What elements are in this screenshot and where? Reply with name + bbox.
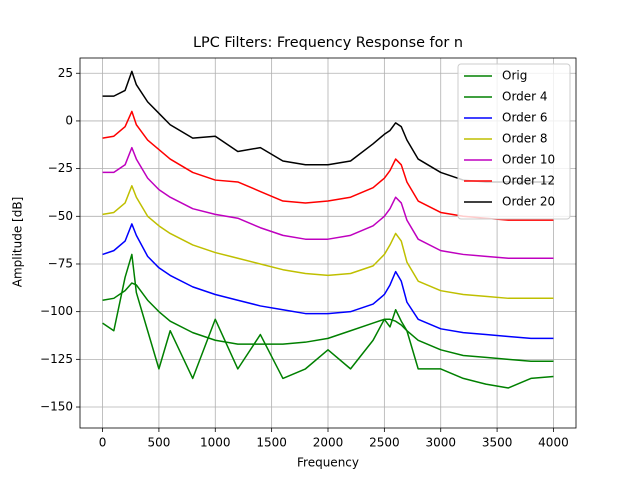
x-tick-label: 2000 xyxy=(313,436,344,450)
series-line xyxy=(102,110,554,221)
y-tick-label: 0 xyxy=(65,113,73,127)
x-tick-label: 500 xyxy=(147,436,170,450)
legend-label: Order 10 xyxy=(502,153,555,167)
x-tick-label: 4000 xyxy=(538,436,569,450)
legend-label: Order 6 xyxy=(502,111,548,125)
series-line xyxy=(102,146,554,260)
x-tick-label: 0 xyxy=(99,436,107,450)
y-tick-label: −150 xyxy=(40,400,73,414)
y-tick-label: −25 xyxy=(48,161,73,175)
y-tick-label: −125 xyxy=(40,352,73,366)
x-tick-label: 1000 xyxy=(200,436,231,450)
x-axis-label: Frequency xyxy=(297,456,359,470)
legend-label: Order 4 xyxy=(502,90,548,104)
series-line xyxy=(102,223,554,340)
legend-label: Orig xyxy=(502,69,527,83)
y-axis-label: Amplitude [dB] xyxy=(11,197,25,288)
x-tick-label: 3000 xyxy=(425,436,456,450)
y-tick-label: −75 xyxy=(48,256,73,270)
series-line xyxy=(102,253,554,389)
y-tick-label: 25 xyxy=(58,66,73,80)
legend: Orig Order 4 Order 6 Order 8 Order 10 Order 1… xyxy=(457,63,571,220)
y-tick-label: −100 xyxy=(40,304,73,318)
x-tick-label: 3500 xyxy=(482,436,513,450)
series-line xyxy=(102,282,554,362)
x-tick-label: 1500 xyxy=(256,436,287,450)
y-tick-label: −50 xyxy=(48,209,73,223)
x-tick-label: 2500 xyxy=(369,436,400,450)
legend-label: Order 8 xyxy=(502,132,548,146)
legend-label: Order 20 xyxy=(502,195,555,209)
series-line xyxy=(102,70,554,183)
legend-label: Order 12 xyxy=(502,174,555,188)
plot-lines xyxy=(102,70,554,389)
chart-title: LPC Filters: Frequency Response for n xyxy=(193,35,463,51)
series-line xyxy=(102,185,554,300)
